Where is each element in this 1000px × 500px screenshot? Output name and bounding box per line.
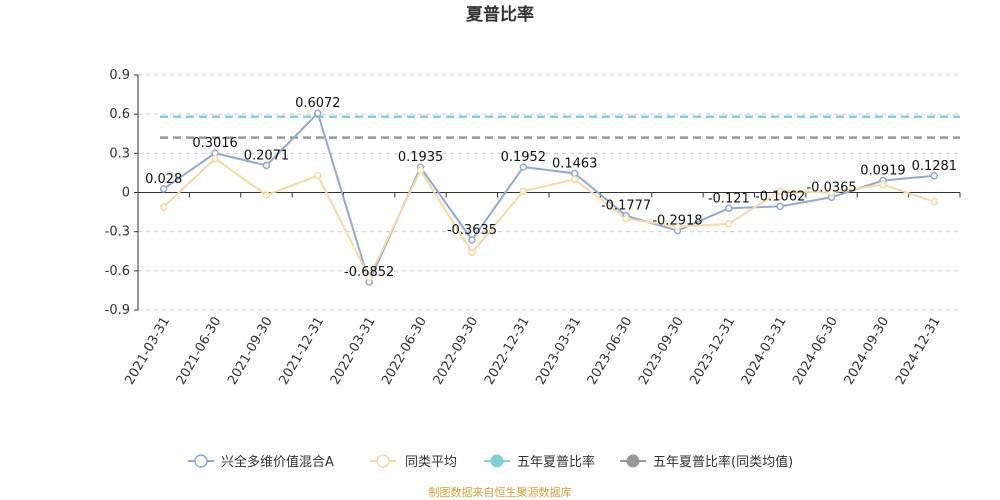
x-tick-label: 2024-12-31: [893, 315, 944, 388]
legend-item-0: 兴全多维价值混合A: [188, 454, 334, 470]
legend-marker: [626, 454, 640, 468]
series-point-0: [262, 161, 271, 170]
x-tick-label: 2022-12-31: [482, 315, 533, 388]
reference-lines: [160, 115, 960, 139]
data-label: 0.0919: [860, 164, 906, 179]
x-tick-label: 2021-09-30: [225, 315, 276, 388]
series-point-1: [776, 187, 784, 195]
legend-label: 兴全多维价值混合A: [221, 454, 334, 470]
x-tick-label: 2021-12-31: [277, 315, 328, 388]
series-point-1: [570, 175, 579, 184]
legend-marker: [490, 454, 504, 468]
series-point-1: [519, 187, 528, 195]
data-label: 0.2071: [244, 148, 290, 163]
data-label: 0.1952: [501, 150, 547, 165]
x-tick-label: 2024-06-30: [790, 315, 841, 388]
data-label: -0.1062: [755, 189, 805, 204]
x-tick-label: 2021-06-30: [174, 315, 225, 388]
data-label: -0.2918: [652, 214, 702, 229]
data-label: -0.0365: [806, 180, 856, 195]
series-point-1: [827, 188, 836, 197]
legend-label: 五年夏普比率: [517, 454, 595, 470]
data-labels: 0.028 0.3016 0.2071 0.6072 -0.6852 0.1935 -0.3…: [145, 96, 957, 280]
legend-item-2: 五年夏普比率: [484, 454, 595, 470]
series-point-1: [930, 197, 939, 206]
x-tick-label: 2024-09-30: [842, 315, 893, 388]
series-point-0: [930, 172, 939, 180]
series-point-0: [519, 163, 528, 171]
source-note: 制图数据来自恒生聚源数据库: [429, 485, 572, 499]
series-point-0: [468, 236, 476, 244]
series-point-1: [314, 171, 322, 180]
series-line-1: [163, 157, 935, 279]
data-label: -0.121: [708, 191, 750, 206]
legend-marker: [376, 454, 390, 468]
legend-item-3: 五年夏普比率(同类均值): [620, 454, 793, 470]
x-tick-label: 2023-06-30: [585, 315, 636, 388]
series-point-0: [159, 185, 168, 193]
series-point-1: [622, 214, 630, 223]
y-tick-label: 0.9: [109, 68, 130, 83]
series-point-1: [725, 220, 733, 228]
legend-item-1: 同类平均: [370, 454, 457, 470]
data-label: 0.3016: [192, 136, 238, 151]
series-point-1: [468, 248, 476, 257]
data-label: 0.1281: [912, 159, 958, 174]
legend: 兴全多维价值混合A 同类平均 五年夏普比率 五年夏普比率(同类均值): [188, 454, 793, 470]
chart-title: 夏普比率: [466, 4, 534, 25]
x-tick-label: 2022-06-30: [379, 315, 430, 388]
series-point-1: [416, 166, 425, 175]
data-label: 0.1463: [552, 156, 598, 171]
data-label: -0.3635: [447, 223, 497, 238]
data-label: 0.1935: [398, 150, 444, 165]
y-tick-label: -0.6: [105, 264, 130, 279]
data-label: -0.1777: [601, 199, 651, 214]
series-point-1: [365, 273, 373, 282]
series-point-0: [725, 204, 733, 213]
series-point-1: [262, 191, 271, 199]
x-tick-label: 2023-12-31: [688, 315, 739, 388]
x-tick-label: 2023-09-30: [636, 315, 687, 388]
y-tick-label: 0.3: [109, 146, 130, 161]
series-point-0: [776, 202, 784, 211]
series-point-1: [673, 222, 682, 231]
y-tick-label: 0: [122, 186, 130, 201]
x-tick-label: 2022-03-31: [328, 315, 379, 388]
legend-marker: [194, 454, 208, 468]
x-tick-label: 2021-03-31: [122, 315, 173, 388]
x-tick-label: 2022-09-30: [431, 315, 482, 388]
series-point-1: [159, 203, 168, 211]
x-tick-label: 2023-03-31: [533, 315, 584, 388]
series-point-0: [314, 109, 322, 117]
series-point-1: [211, 154, 219, 163]
y-tick-label: -0.9: [105, 303, 130, 318]
series-layer: [159, 109, 939, 286]
y-tick-label: 0.6: [109, 107, 130, 122]
y-tick-label: -0.3: [105, 225, 130, 240]
x-tick-label: 2024-03-31: [739, 315, 790, 388]
series-line-0: [163, 112, 935, 283]
series-point-1: [879, 180, 887, 189]
data-label: 0.028: [145, 172, 182, 187]
data-label: -0.6852: [344, 265, 394, 280]
legend-label: 五年夏普比率(同类均值): [653, 454, 793, 470]
grid-layer: [138, 74, 960, 311]
legend-label: 同类平均: [405, 455, 457, 470]
data-label: 0.6072: [295, 96, 341, 111]
